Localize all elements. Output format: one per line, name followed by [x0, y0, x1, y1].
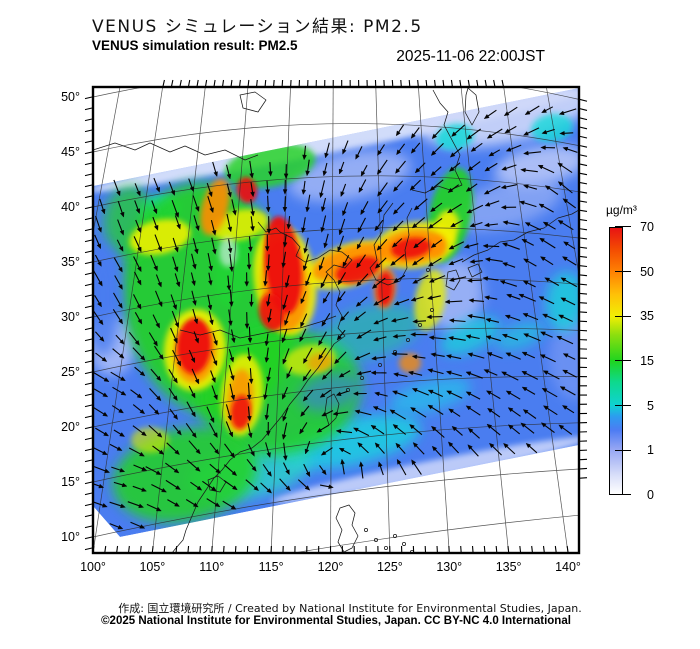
y-axis-label: 40° [61, 200, 80, 214]
y-axis-label: 45° [61, 145, 80, 159]
colorbar: µg/m³ 0 1 5 15 35 50 70 [604, 203, 674, 502]
x-axis-label: 120° [318, 560, 344, 574]
colorbar-tick [615, 315, 631, 317]
colorbar-tick-label: 1 [647, 443, 654, 458]
x-axis-label: 110° [199, 560, 224, 574]
graticule [93, 87, 579, 553]
credit-line: 作成: 国立環境研究所 / Created by National Instit… [118, 602, 582, 615]
x-axis-label: 125° [377, 560, 403, 574]
colorbar-tick [615, 404, 631, 406]
map-frame [91, 85, 581, 555]
y-axis-label: 50° [61, 90, 80, 104]
y-axis-label: 30° [61, 310, 80, 324]
colorbar-tick-label: 0 [647, 488, 654, 502]
page-title-english: VENUS simulation result: PM2.5 [92, 38, 298, 53]
x-axis-label: 115° [259, 560, 284, 574]
wind-vectors [93, 105, 578, 530]
colorbar-tick-label: 50 [640, 264, 654, 279]
colorbar-tick [615, 360, 631, 362]
colorbar-tick [615, 226, 631, 228]
colorbar-tick [615, 270, 631, 272]
copyright-line: ©2025 National Institute for Environment… [101, 615, 571, 627]
colorbar-tick-label: 15 [640, 354, 654, 368]
y-axis-label: 25° [61, 365, 80, 379]
pm25-field [93, 88, 579, 537]
colorbar-tick-label: 5 [647, 398, 654, 413]
map-inner [93, 87, 579, 553]
colorbar-tick [615, 494, 631, 496]
axis-labels: 100° 105° 110° 115° 120° 125° 130° 135° 140° 50° 4… [61, 90, 581, 574]
y-axis-label: 10° [61, 530, 80, 544]
colorbar-unit-label: µg/m³ [606, 203, 637, 217]
x-axis-label: 135° [496, 560, 522, 574]
axis-ticks [84, 79, 588, 553]
forecast-timestamp: 2025-11-06 22:00JST [396, 48, 545, 65]
colorbar-tick-label: 70 [640, 220, 654, 234]
colorbar-tick [615, 449, 631, 451]
colorbar-tick-label: 35 [640, 309, 654, 324]
x-axis-label: 130° [436, 560, 462, 574]
y-axis-label: 20° [61, 420, 80, 434]
coastlines [93, 87, 579, 553]
y-axis-label: 35° [61, 255, 80, 269]
page-title-japanese: VENUS シミュレーション結果: PM2.5 [92, 17, 423, 37]
x-axis-label: 100° [80, 560, 106, 574]
x-axis-label: 140° [555, 560, 581, 574]
y-axis-label: 15° [61, 475, 80, 489]
x-axis-label: 105° [139, 560, 165, 574]
